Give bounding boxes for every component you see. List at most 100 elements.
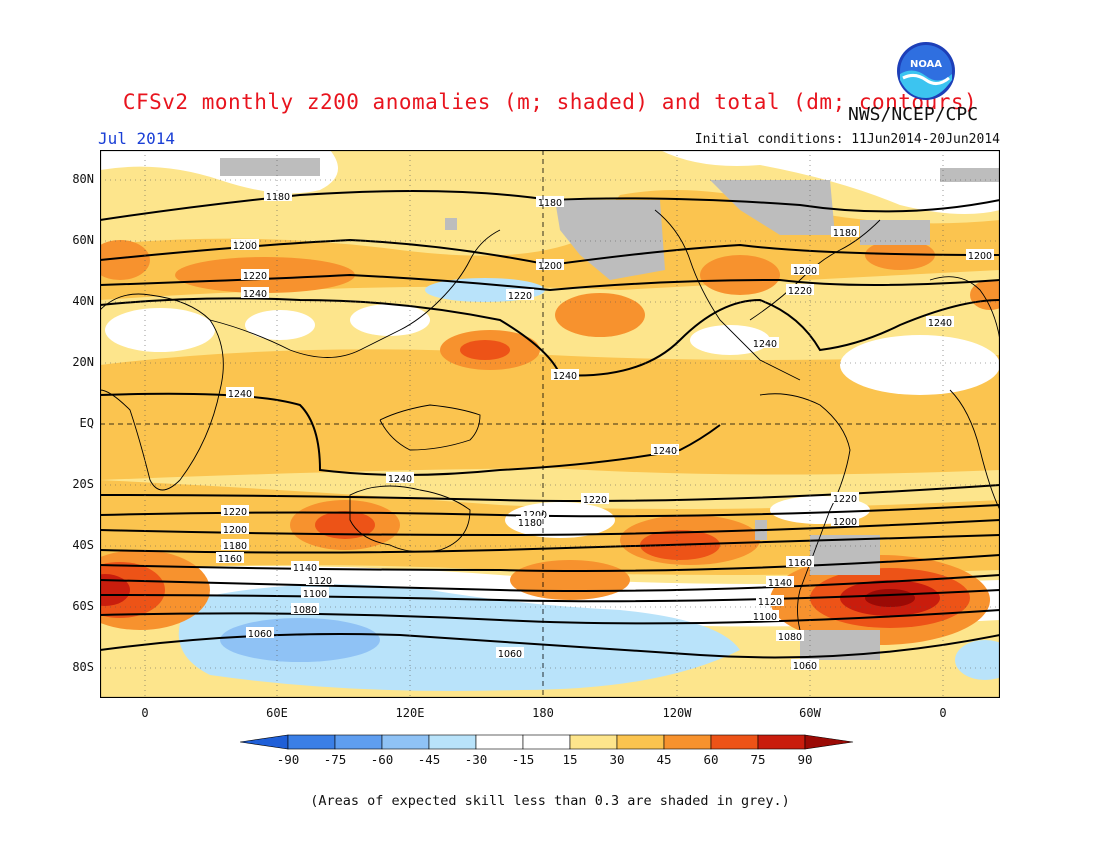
- skill-footnote: (Areas of expected skill less than 0.3 a…: [310, 793, 790, 809]
- contour-1220: [100, 273, 1000, 292]
- contour-label: 1200: [833, 517, 857, 528]
- contour-label: 1240: [553, 371, 577, 382]
- contour-label-bg: [516, 516, 544, 527]
- shading-white-atlantic: [840, 335, 1000, 395]
- shading-red-indian: [315, 511, 375, 539]
- colorbar-arrow-right: [804, 734, 854, 750]
- colorbar: [240, 734, 854, 750]
- contour-label: 1240: [653, 446, 677, 457]
- contour-label: 1060: [248, 629, 272, 640]
- contour-label: 1180: [518, 518, 542, 529]
- lat-label: 20N: [72, 355, 94, 369]
- shading-white-africa: [105, 308, 215, 352]
- lat-label: 20S: [72, 477, 94, 491]
- contour-1100: [100, 589, 1000, 603]
- colorbar-cell: [663, 734, 712, 750]
- contour-label-bg: [536, 259, 564, 270]
- grey-skill-5: [940, 168, 1000, 182]
- contour-label: 1180: [223, 541, 247, 552]
- lat-label: 80N: [72, 172, 94, 186]
- contour-1220-s: [100, 484, 1000, 502]
- contour-label: 1200: [223, 525, 247, 536]
- colorbar-cell: [287, 734, 336, 750]
- grey-skill-8: [810, 535, 880, 575]
- grey-skill-4: [710, 180, 835, 235]
- colorbar-label: -45: [417, 752, 441, 767]
- lon-label: 60E: [266, 706, 288, 720]
- contour-label-bg: [536, 196, 564, 207]
- colorbar-label: -15: [511, 752, 535, 767]
- lon-label: 120W: [662, 706, 692, 720]
- contour-1140: [100, 554, 1000, 572]
- coast-europe: [929, 276, 1000, 341]
- contour-label: 1080: [778, 632, 802, 643]
- colorbar-cell: [757, 734, 806, 750]
- contour-label: 1100: [303, 589, 327, 600]
- lat-label: 60S: [72, 599, 94, 613]
- shading-white-arctic-e: [660, 150, 1000, 214]
- shading-red-np: [460, 340, 510, 360]
- map-title: CFSv2 monthly z200 anomalies (m; shaded)…: [122, 90, 978, 114]
- contour-label: 1220: [833, 494, 857, 505]
- contour-label-bg: [786, 556, 814, 567]
- coast-south-america: [759, 393, 851, 631]
- contour-label-bg: [231, 239, 259, 250]
- contour-label-bg: [786, 284, 814, 295]
- colorbar-cell: [334, 734, 383, 750]
- noaa-logo: NOAA: [897, 42, 955, 100]
- contour-label-bg: [221, 523, 249, 534]
- contour-label-bg: [831, 492, 859, 503]
- colorbar-cell: [710, 734, 759, 750]
- colorbar-cell: [616, 734, 665, 750]
- contour-label: 1060: [793, 661, 817, 672]
- shading-darkred-sw: [100, 574, 130, 606]
- contour-label: 1180: [538, 198, 562, 209]
- contour-label-bg: [751, 337, 779, 348]
- contour-label: 1160: [788, 558, 812, 569]
- contour-label: 1240: [928, 318, 952, 329]
- colorbar-arrow-left: [240, 734, 289, 750]
- contour-label: 1120: [758, 597, 782, 608]
- contour-label: 1240: [388, 474, 412, 485]
- initial-conditions: Initial conditions: 11Jun2014-20Jun2014: [694, 132, 1000, 147]
- contour-label-bg: [776, 630, 804, 641]
- shading-blue-se: [955, 640, 1000, 680]
- shading-blue-southern: [178, 584, 740, 691]
- colorbar-label: -60: [370, 752, 394, 767]
- coast-africa: [100, 293, 224, 491]
- contour-label-bg: [521, 508, 549, 519]
- grey-skill-2: [445, 218, 457, 230]
- lon-label: 0: [939, 706, 947, 720]
- contour-label-bg: [756, 595, 784, 606]
- contour-label-bg: [506, 289, 534, 300]
- colorbar-label: 60: [703, 752, 719, 767]
- contour-label: 1240: [228, 389, 252, 400]
- contour-label-bg: [291, 561, 319, 572]
- shading-orange-europe: [100, 240, 150, 280]
- contour-label-bg: [791, 659, 819, 670]
- coast-south-asia: [209, 229, 501, 358]
- contour-label-bg: [221, 539, 249, 550]
- colorbar-label: -75: [323, 752, 347, 767]
- contour-label-bg: [926, 316, 954, 327]
- contour-label: 1200: [523, 510, 547, 521]
- graticule: [100, 150, 1000, 698]
- contour-label-bg: [241, 287, 269, 298]
- contour-label: 1200: [968, 251, 992, 262]
- colorbar-label: 90: [797, 752, 813, 767]
- contour-label: 1200: [538, 261, 562, 272]
- contour-label-bg: [651, 444, 679, 455]
- contour-label-bg: [751, 610, 779, 621]
- coast-maritime: [379, 404, 481, 451]
- lat-label: 40S: [72, 538, 94, 552]
- contour-label-bg: [791, 264, 819, 275]
- shading-white-china: [350, 304, 430, 336]
- contour-label: 1220: [223, 507, 247, 518]
- contour-label: 1220: [788, 286, 812, 297]
- contour-label: 1160: [218, 554, 242, 565]
- contour-label-bg: [226, 387, 254, 398]
- coast-africa-east: [949, 389, 1000, 511]
- coastlines: [100, 209, 1000, 631]
- contour-label-bg: [831, 226, 859, 237]
